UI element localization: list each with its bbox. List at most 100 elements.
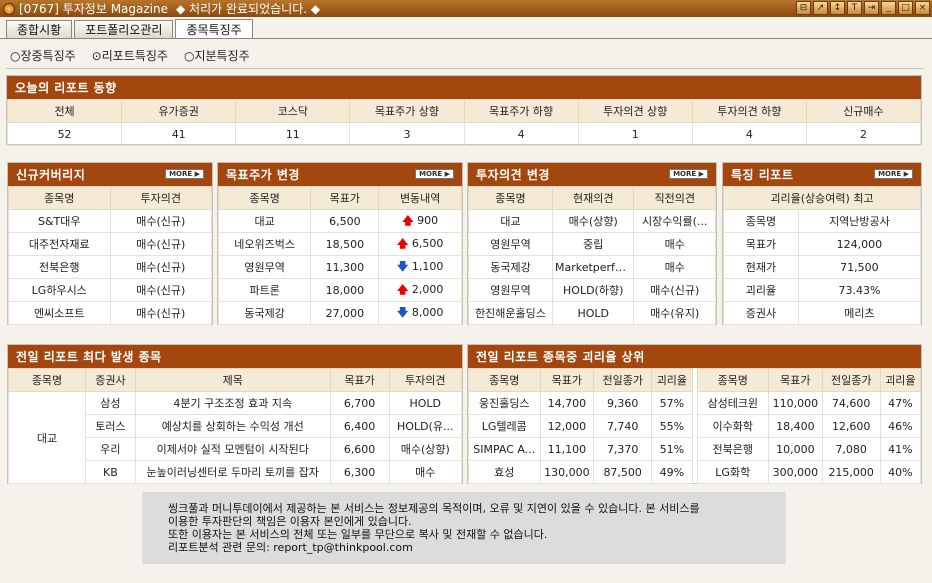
panel-title: 투자의견 변경: [476, 168, 550, 182]
table-row[interactable]: 동국제강 27,000 🡇 8,000: [217, 301, 462, 325]
table-row[interactable]: 엔씨소프트 매수(신규): [8, 301, 212, 325]
stock-name[interactable]: 대교: [217, 209, 312, 233]
text-icon[interactable]: T: [847, 1, 862, 15]
stock-name[interactable]: S&T대우: [8, 209, 111, 233]
gap-rate: 49%: [651, 460, 693, 484]
link-icon[interactable]: ↗: [813, 1, 828, 15]
more-button[interactable]: MORE ▶: [669, 169, 708, 179]
more-button[interactable]: MORE ▶: [874, 169, 913, 179]
stock-name[interactable]: 동국제강: [217, 301, 312, 325]
value-kosdaq[interactable]: 11: [235, 122, 351, 146]
table-row[interactable]: 효성 130,000 87,500 49%: [468, 460, 693, 484]
stock-name[interactable]: 엔씨소프트: [8, 301, 111, 325]
tab-featured-stocks[interactable]: 종목특징주: [175, 19, 253, 38]
table-row[interactable]: 동국제강 Marketperfo... 매수: [468, 255, 716, 279]
value-target-up[interactable]: 3: [349, 122, 465, 146]
radio-report[interactable]: ⊙리포트특징주: [91, 49, 168, 63]
table-row[interactable]: KB 눈높이러닝센터로 두마리 토끼를 잡자 6,300 매수: [9, 460, 462, 484]
tab-portfolio[interactable]: 포트폴리오관리: [74, 20, 174, 38]
feature-report-table: 괴리율(상승여력) 최고 종목명 지역난방공사 목표가 124,000 현재가 71,…: [723, 186, 922, 325]
table-row[interactable]: LG하우시스 매수(신규): [8, 278, 212, 302]
stock-name[interactable]: 동국제강: [468, 255, 553, 279]
resize-icon[interactable]: ↕: [830, 1, 845, 15]
value-new-buy[interactable]: 2: [805, 122, 922, 146]
target-price: 6,600: [329, 437, 390, 461]
stock-name[interactable]: 네오위즈벅스: [217, 232, 312, 256]
table-row[interactable]: 네오위즈벅스 18,500 🡅 6,500: [217, 232, 462, 256]
col-previous: 직전의견: [633, 186, 716, 210]
table-row[interactable]: 이수화학 18,400 12,600 46%: [696, 414, 922, 438]
stock-name[interactable]: 영원무역: [217, 255, 312, 279]
stock-name[interactable]: 파트론: [217, 278, 312, 302]
table-row[interactable]: LG텔레콤 12,000 7,740 55%: [468, 414, 693, 438]
table-row[interactable]: 전북은행 10,000 7,080 41%: [696, 437, 922, 461]
stock-name[interactable]: 전북은행: [8, 255, 111, 279]
table-row[interactable]: SIMPAC A... 11,100 7,370 51%: [468, 437, 693, 461]
gap-rate: 57%: [651, 391, 693, 415]
opinion: 매수: [388, 460, 462, 484]
table-row[interactable]: 영원무역 HOLD(하향) 매수(신규): [468, 278, 716, 302]
table-row[interactable]: 영원무역 11,300 🡇 1,100: [217, 255, 462, 279]
previous-opinion: 매수: [633, 232, 716, 256]
table-row[interactable]: 대교 삼성 4분기 구조조정 효과 지속 6,700 HOLD: [8, 391, 462, 484]
table-row[interactable]: LG화학 300,000 215,000 40%: [696, 460, 922, 484]
more-button[interactable]: MORE ▶: [415, 169, 454, 179]
stock-name[interactable]: 대교: [8, 391, 86, 484]
radio-equity[interactable]: ○지분특징주: [183, 49, 250, 63]
gap-rate: 40%: [879, 460, 922, 484]
gap-rate: 73.43%: [797, 278, 922, 302]
layout-icon[interactable]: ⊟: [796, 1, 811, 15]
table-row[interactable]: 파트론 18,000 🡅 2,000: [217, 278, 462, 302]
value-opinion-down[interactable]: 4: [691, 122, 807, 146]
table-row[interactable]: 삼성테크윈 110,000 74,600 47%: [696, 391, 922, 415]
stock-name[interactable]: 지역난방공사: [797, 209, 922, 233]
value-target-down[interactable]: 4: [463, 122, 579, 146]
close-button[interactable]: ×: [915, 1, 930, 15]
value-kospi[interactable]: 41: [121, 122, 237, 146]
radio-intraday[interactable]: ○장중특징주: [10, 49, 76, 63]
stock-name[interactable]: 이수화학: [696, 414, 770, 438]
stock-name[interactable]: SIMPAC A...: [468, 437, 541, 461]
disclaimer-line: 이용한 투자판단의 책임은 이용자 본인에게 있습니다.: [168, 515, 412, 528]
table-row[interactable]: 대교 6,500 🡅 900: [217, 209, 462, 233]
tab-market-overview[interactable]: 종합시황: [6, 20, 73, 38]
stock-name[interactable]: 전북은행: [696, 437, 770, 461]
value-opinion-up[interactable]: 1: [577, 122, 693, 146]
stock-name[interactable]: 효성: [468, 460, 541, 484]
stock-name[interactable]: LG화학: [696, 460, 770, 484]
panel-title: 목표주가 변경: [226, 168, 300, 182]
maximize-button[interactable]: □: [898, 1, 913, 15]
value-total[interactable]: 52: [6, 122, 123, 146]
minimize-button[interactable]: _: [881, 1, 896, 15]
stock-name[interactable]: 영원무역: [468, 232, 553, 256]
table-row[interactable]: 웅진홀딩스 14,700 9,360 57%: [468, 391, 693, 415]
arrow-up-icon: 🡅: [397, 236, 409, 250]
stock-name[interactable]: 삼성테크윈: [696, 391, 770, 415]
divider: [6, 68, 924, 69]
status-message: ◆ 처리가 완료되었습니다. ◆: [176, 2, 321, 16]
report-title[interactable]: 예상치를 상회하는 수익성 개선: [134, 414, 331, 438]
stock-name[interactable]: 한진해운홀딩스: [468, 301, 553, 325]
dock-icon[interactable]: ⇥: [864, 1, 879, 15]
table-row[interactable]: 우리 이제서야 실적 모멘텀이 시작된다 6,600 매수(상향): [9, 437, 462, 461]
target-price: 12,000: [539, 414, 595, 438]
table-row[interactable]: S&T대우 매수(신규): [8, 209, 212, 233]
table-row[interactable]: 대교 매수(상향) 시장수익률(...: [468, 209, 716, 233]
col-new-buy: 신규매수: [805, 99, 922, 123]
report-title[interactable]: 이제서야 실적 모멘텀이 시작된다: [134, 437, 331, 461]
table-row[interactable]: 대주전자재료 매수(신규): [8, 232, 212, 256]
stock-name[interactable]: LG텔레콤: [468, 414, 541, 438]
stock-name[interactable]: LG하우시스: [8, 278, 111, 302]
more-button[interactable]: MORE ▶: [165, 169, 204, 179]
stock-name[interactable]: 대교: [468, 209, 553, 233]
arrow-up-icon: 🡅: [402, 213, 414, 227]
stock-name[interactable]: 대주전자재료: [8, 232, 111, 256]
report-title[interactable]: 4분기 구조조정 효과 지속: [134, 391, 331, 415]
stock-name[interactable]: 웅진홀딩스: [468, 391, 541, 415]
stock-name[interactable]: 영원무역: [468, 278, 553, 302]
field-label: 현재가: [723, 255, 799, 279]
table-row[interactable]: 한진해운홀딩스 HOLD 매수(유지): [468, 301, 716, 325]
report-title[interactable]: 눈높이러닝센터로 두마리 토끼를 잡자: [134, 460, 331, 484]
table-row[interactable]: 전북은행 매수(신규): [8, 255, 212, 279]
table-row[interactable]: 영원무역 중립 매수: [468, 232, 716, 256]
